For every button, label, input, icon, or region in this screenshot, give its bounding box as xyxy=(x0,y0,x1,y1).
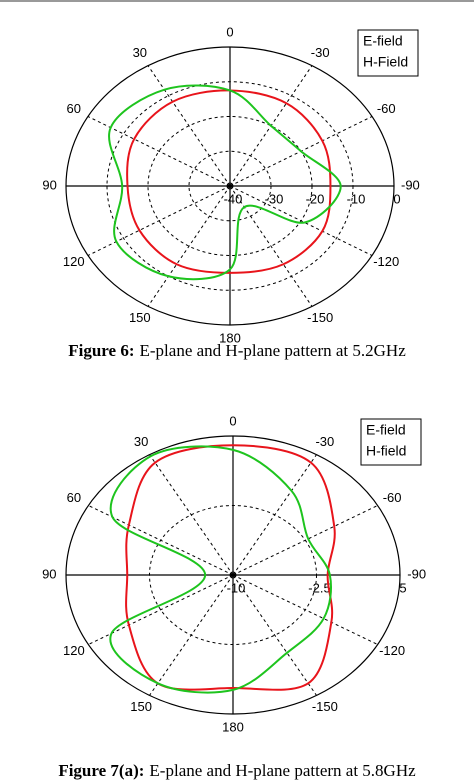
caption: Figure 6: E-plane and H-plane pattern at … xyxy=(68,341,406,360)
theta-tick-label: 120 xyxy=(63,254,85,269)
spoke xyxy=(87,116,231,187)
theta-tick-label: 150 xyxy=(130,699,152,714)
legend-entry: H-field xyxy=(366,443,406,459)
spoke xyxy=(229,185,373,256)
theta-tick-label: -150 xyxy=(312,699,338,714)
r-tick-label: -2.5 xyxy=(308,580,330,595)
theta-tick-label: -90 xyxy=(401,177,420,192)
theta-tick-label: 30 xyxy=(133,45,147,60)
legend-box xyxy=(360,418,422,466)
theta-tick-label: 90 xyxy=(42,177,56,192)
caption-label: Figure 6: xyxy=(68,341,134,360)
legend-entry: E-field xyxy=(363,33,403,49)
theta-tick-label: -90 xyxy=(407,566,426,581)
series-line xyxy=(125,444,336,691)
r-tick-label: -10 xyxy=(227,580,246,595)
theta-tick-label: -30 xyxy=(315,434,334,449)
spoke xyxy=(88,505,234,576)
spoke xyxy=(229,185,313,307)
caption-label: Figure 7(a): xyxy=(58,761,144,780)
spoke xyxy=(232,454,317,576)
theta-tick-label: 0 xyxy=(229,414,236,429)
theta-tick-label: 120 xyxy=(63,643,85,658)
theta-tick-label: -120 xyxy=(379,643,405,658)
r-tick-label: -30 xyxy=(265,191,284,206)
theta-tick-label: -60 xyxy=(377,101,396,116)
r-tick-label: -10 xyxy=(347,191,366,206)
caption-text: E-plane and H-plane pattern at 5.8GHz xyxy=(149,761,416,780)
theta-tick-label: 0 xyxy=(226,25,233,40)
theta-tick-label: -30 xyxy=(311,45,330,60)
legend-entry: E-field xyxy=(366,422,406,438)
spoke xyxy=(88,574,234,645)
spoke xyxy=(149,454,234,576)
legend-box xyxy=(357,29,419,77)
caption-text: E-plane and H-plane pattern at 5.2GHz xyxy=(140,341,407,360)
spoke xyxy=(232,505,378,576)
spoke xyxy=(147,65,231,187)
series-line xyxy=(126,89,332,274)
theta-tick-label: 30 xyxy=(134,434,148,449)
r-tick-label: -40 xyxy=(224,191,243,206)
spoke xyxy=(87,185,231,256)
theta-tick-label: 60 xyxy=(67,490,81,505)
theta-tick-label: 150 xyxy=(129,310,151,325)
spoke xyxy=(232,574,317,696)
r-tick-label: 0 xyxy=(393,191,400,206)
theta-tick-label: -60 xyxy=(383,490,402,505)
theta-tick-label: 90 xyxy=(42,566,56,581)
theta-tick-label: 60 xyxy=(67,101,81,116)
series-line xyxy=(109,445,332,694)
r-tick-label: 5 xyxy=(399,580,406,595)
caption: Figure 7(a): E-plane and H-plane pattern … xyxy=(58,761,416,780)
r-tick-label: -20 xyxy=(306,191,325,206)
spoke xyxy=(149,574,234,696)
spoke xyxy=(147,185,231,307)
theta-tick-label: 180 xyxy=(222,719,244,734)
legend-entry: H-Field xyxy=(363,54,408,70)
spoke xyxy=(232,574,378,645)
theta-tick-label: -120 xyxy=(373,254,399,269)
theta-tick-label: 180 xyxy=(219,330,241,345)
theta-tick-label: -150 xyxy=(307,310,333,325)
series-line xyxy=(108,84,342,281)
